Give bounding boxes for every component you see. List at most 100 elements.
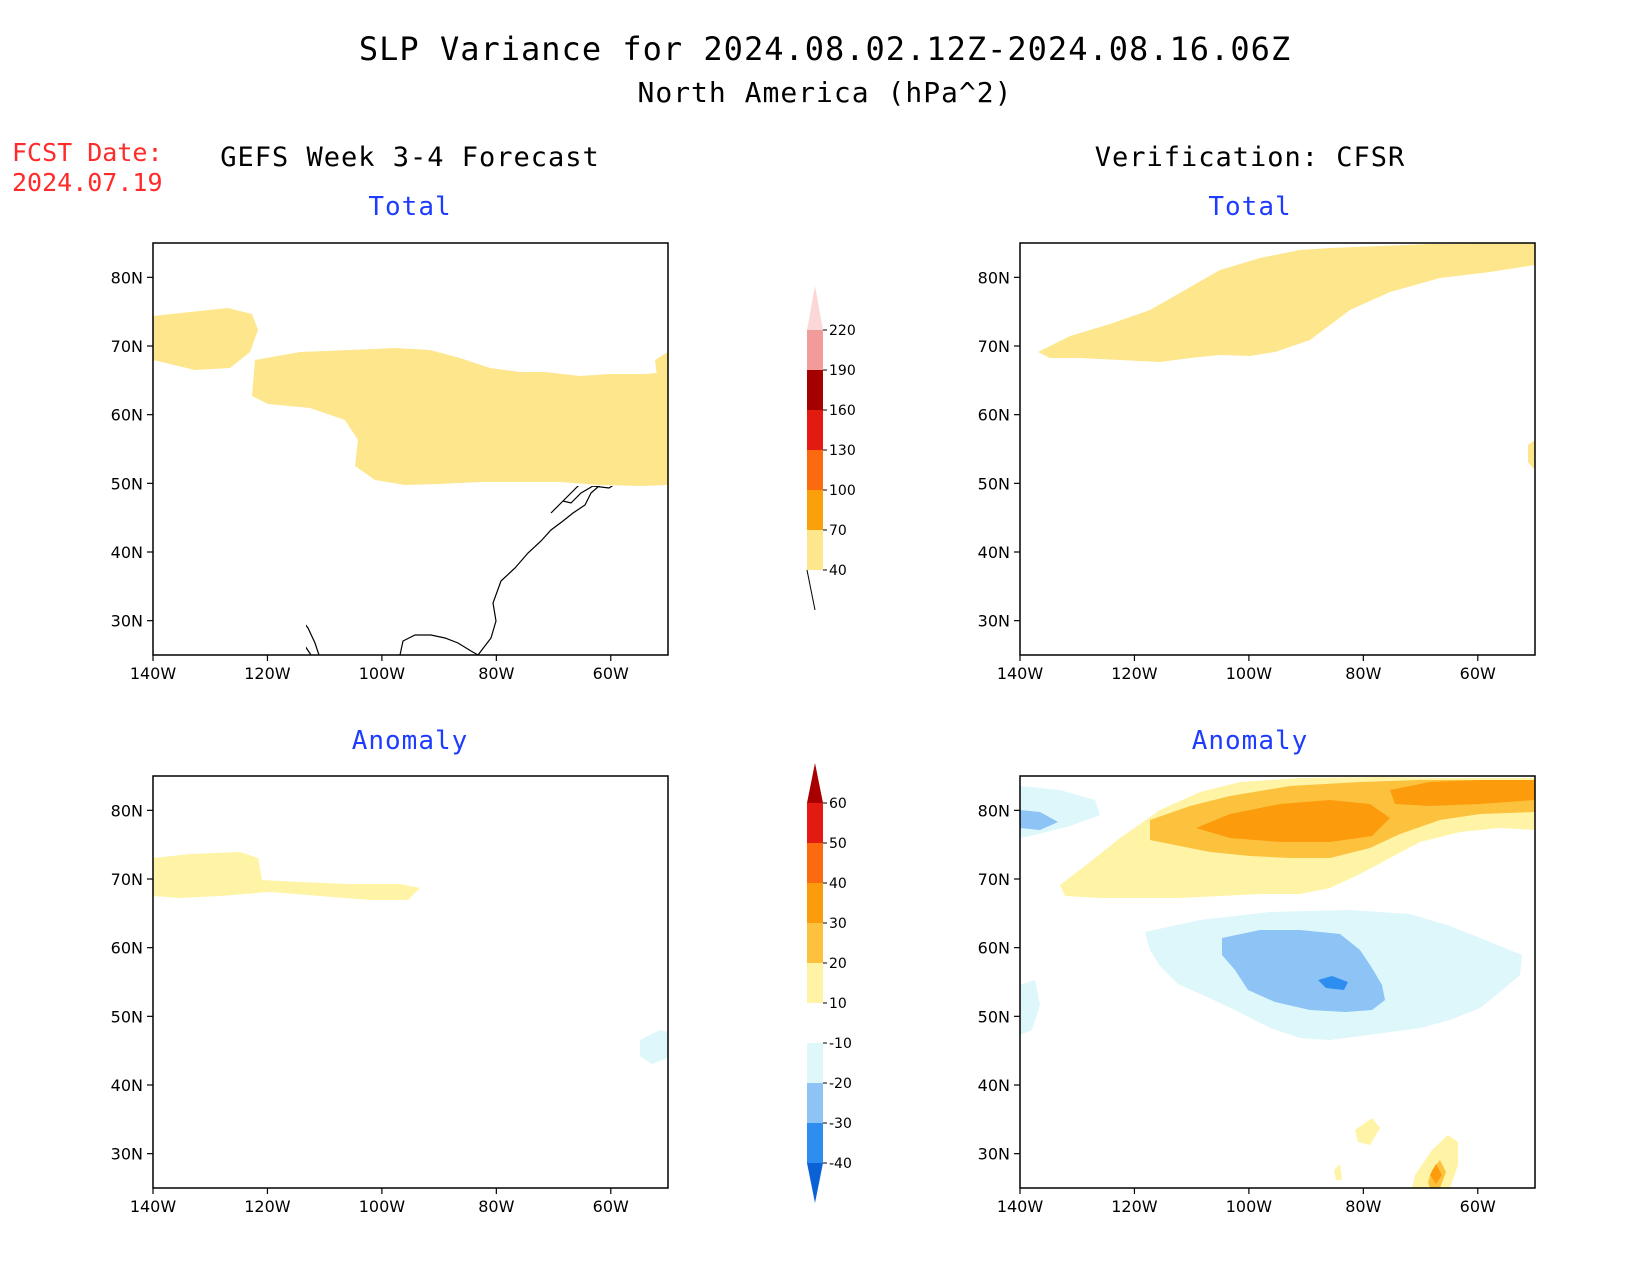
forecast-anomaly-lat-label: 40N (111, 1076, 143, 1095)
panel-title-forecast-anomaly: Anomaly (351, 726, 469, 756)
forecast-total-shading-40 (252, 348, 668, 486)
verification-total-lon-label: 80W (1345, 664, 1381, 683)
forecast-total-shading-40 (655, 352, 668, 395)
figure-title: SLP Variance for 2024.08.02.12Z-2024.08.… (358, 30, 1292, 68)
total-colorbar-tail (806, 569, 816, 611)
anomaly-colorbar-label: 40 (829, 876, 847, 892)
total-colorbar-swatch (807, 530, 823, 570)
verification-total-shading-40 (1528, 440, 1535, 470)
verification-anomaly-lat-label: 40N (978, 1076, 1010, 1095)
anomaly-colorbar-swatch (807, 843, 823, 883)
forecast-total-shading-40 (153, 308, 258, 370)
anomaly-colorbar-swatch (807, 1043, 823, 1083)
anomaly-colorbar-swatch (807, 883, 823, 923)
total-colorbar-swatch (807, 330, 823, 370)
forecast-anomaly-lon-label: 140W (130, 1197, 177, 1216)
verification-total-map (1019, 242, 1536, 656)
verification-anomaly-lon-label: 60W (1460, 1197, 1496, 1216)
forecast-total-lat-label: 70N (111, 337, 143, 356)
verification-total-lon-label: 60W (1460, 664, 1496, 683)
total-colorbar: 40 70 100 130 160 190 220 (806, 286, 856, 611)
anomaly-colorbar-label: -40 (829, 1156, 852, 1172)
forecast-total-lon-label: 60W (593, 664, 629, 683)
panel-title-verification-total: Total (1208, 192, 1292, 222)
total-colorbar-swatch (807, 286, 823, 330)
anomaly-colorbar-label: 10 (829, 996, 847, 1012)
forecast-anomaly-lon-label: 80W (478, 1197, 514, 1216)
total-colorbar-swatch (807, 490, 823, 530)
forecast-anomaly-lon-label: 60W (593, 1197, 629, 1216)
forecast-total-lat-label: 60N (111, 406, 143, 425)
forecast-anomaly-lon-label: 120W (244, 1197, 291, 1216)
figure-subtitle: North America (hPa^2) (637, 76, 1013, 109)
verification-anomaly-lat-label: 50N (978, 1007, 1010, 1026)
total-colorbar-label: 160 (829, 403, 856, 419)
verification-total-lat-label: 50N (978, 474, 1010, 493)
forecast-total-lon-label: 80W (478, 664, 514, 683)
verification-anomaly-map (1019, 775, 1536, 1189)
anomaly-colorbar-swatch (807, 1123, 823, 1163)
verification-total-lat-label: 30N (978, 612, 1010, 631)
anomaly-colorbar-swatch (807, 1083, 823, 1123)
anomaly-colorbar-label: 30 (829, 916, 847, 932)
verification-anomaly-shading-negative (1020, 810, 1058, 830)
forecast-anomaly-lat-label: 30N (111, 1145, 143, 1164)
verification-total-lon-label: 100W (1226, 664, 1273, 683)
forecast-total-map (152, 242, 669, 656)
verification-anomaly-shading-positive (1334, 1164, 1342, 1180)
verification-anomaly-lat-label: 30N (978, 1145, 1010, 1164)
total-colorbar-label: 130 (829, 443, 856, 459)
forecast-total-lat-label: 30N (111, 612, 143, 631)
verification-anomaly-shading-negative (1222, 930, 1385, 1012)
anomaly-colorbar-label: 60 (829, 796, 847, 812)
forecast-total-lon-label: 100W (359, 664, 406, 683)
forecast-anomaly-lat-label: 80N (111, 801, 143, 820)
fcst-date-value: 2024.07.19 (12, 168, 163, 197)
left-column-title: GEFS Week 3-4 Forecast (220, 142, 600, 173)
verification-total-lon-label: 140W (997, 664, 1044, 683)
panel-title-verification-anomaly: Anomaly (1191, 726, 1309, 756)
forecast-anomaly-frame (152, 775, 669, 1189)
panel-title-forecast-total: Total (368, 192, 452, 222)
verification-anomaly-shading-positive (1430, 1164, 1442, 1184)
verification-total-shading-40 (1038, 243, 1535, 362)
anomaly-colorbar-swatch (807, 763, 823, 803)
anomaly-colorbar-label: -20 (829, 1076, 852, 1092)
anomaly-colorbar-swatch (807, 803, 823, 843)
total-colorbar-label: 220 (829, 323, 856, 339)
verification-anomaly-lat-label: 60N (978, 939, 1010, 958)
right-column-title: Verification: CFSR (1094, 142, 1406, 173)
total-colorbar-label: 100 (829, 483, 856, 499)
verification-anomaly-frame (1019, 775, 1536, 1189)
total-colorbar-swatch (807, 450, 823, 490)
anomaly-colorbar-label: -10 (829, 1036, 852, 1052)
verification-total-lat-label: 70N (978, 337, 1010, 356)
verification-anomaly-shading-positive (1412, 1135, 1458, 1188)
verification-anomaly-lon-label: 100W (1226, 1197, 1273, 1216)
verification-anomaly-lon-label: 120W (1111, 1197, 1158, 1216)
verification-anomaly-lat-label: 80N (978, 801, 1010, 820)
forecast-anomaly-lat-label: 60N (111, 939, 143, 958)
map-axes: 80N 70N 60N 50N 40N 30N 140W 120W 100W 80W 60W 80N 7… (111, 268, 1496, 1216)
total-colorbar-swatch (807, 410, 823, 450)
forecast-total-lat-label: 50N (111, 474, 143, 493)
anomaly-colorbar-label: 20 (829, 956, 847, 972)
verification-anomaly-lat-label: 70N (978, 870, 1010, 889)
forecast-total-lon-label: 120W (244, 664, 291, 683)
anomaly-colorbar-swatch (807, 1163, 823, 1203)
verification-anomaly-shading-negative (1020, 980, 1040, 1035)
verification-anomaly-lon-label: 140W (997, 1197, 1044, 1216)
verification-anomaly-shading-positive (1390, 780, 1535, 806)
fcst-date-label: FCST Date: (12, 138, 163, 167)
anomaly-colorbar-swatch (807, 963, 823, 1003)
verification-anomaly-shading-positive (1355, 1118, 1380, 1145)
forecast-anomaly-lat-label: 50N (111, 1007, 143, 1026)
forecast-anomaly-lat-label: 70N (111, 870, 143, 889)
forecast-total-lat-label: 80N (111, 268, 143, 287)
anomaly-colorbar-swatch (807, 923, 823, 963)
forecast-anomaly-shading-negative (640, 1030, 668, 1064)
total-colorbar-label: 70 (829, 523, 847, 539)
verification-total-lat-label: 40N (978, 543, 1010, 562)
forecast-total-frame (152, 242, 669, 656)
